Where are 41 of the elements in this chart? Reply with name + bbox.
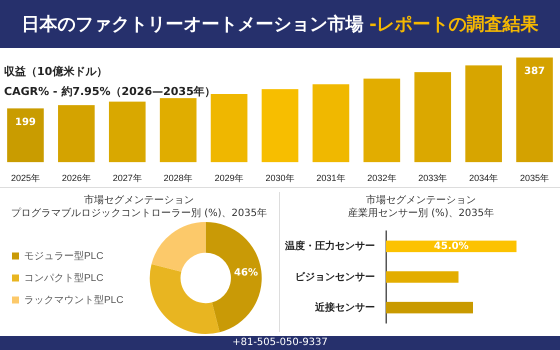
x-tick-label: 2030年 xyxy=(265,173,295,184)
annotation: CAGR% - 約7.95%（2026—2035年） xyxy=(4,84,216,99)
chart-subtitle: -レポートの調査結果 xyxy=(369,13,539,36)
bar xyxy=(363,78,400,162)
bar xyxy=(312,84,350,162)
y-tick-label: 温度・圧力センサー xyxy=(284,240,375,252)
x-tick-label: 2035年 xyxy=(520,173,550,184)
y-tick-label: 近接センサー xyxy=(314,301,375,314)
x-tick-label: 2027年 xyxy=(112,173,142,184)
bar xyxy=(58,105,95,162)
bar xyxy=(414,72,452,162)
x-tick-label: 2034年 xyxy=(469,173,498,184)
x-tick-label: 2026年 xyxy=(62,173,91,184)
x-tick-label: 2031年 xyxy=(316,173,346,184)
bar xyxy=(210,94,248,162)
bar xyxy=(516,58,553,162)
bar xyxy=(465,65,502,162)
data-label: 45.0% xyxy=(434,240,469,252)
legend-label: ラックマウント型PLC xyxy=(24,294,124,306)
text: +81-505-050-9337 xyxy=(0,336,560,350)
y-tick-label: ビジョンセンサー xyxy=(295,270,375,283)
bar xyxy=(108,102,146,162)
x-tick-label: 2033年 xyxy=(418,173,448,184)
chart-title: 日本のファクトリーオートメーション市場 xyxy=(21,13,364,36)
bar xyxy=(262,89,298,162)
data-label: 387 xyxy=(524,66,546,78)
x-tick-label: 2029年 xyxy=(214,173,244,184)
annotation: 収益（10億米ドル） xyxy=(4,64,108,79)
data-label: 199 xyxy=(15,116,36,128)
data-label: 46% xyxy=(234,268,258,279)
x-tick-label: 2028年 xyxy=(164,173,193,184)
legend-label: コンパクト型PLC xyxy=(24,272,104,284)
chart-subtitle: プログラマブルロジックコントローラー別 (%)、2035年 xyxy=(10,207,268,220)
legend-label: モジュラー型PLC xyxy=(24,250,104,262)
chart-title: 市場セグメンテーション xyxy=(83,194,195,207)
bar xyxy=(7,108,44,162)
x-tick-label: 2032年 xyxy=(367,173,396,184)
bar xyxy=(160,98,197,162)
x-tick-label: 2025年 xyxy=(10,173,40,184)
chart-subtitle: 産業用センサー別 (%)、2035年 xyxy=(347,207,495,220)
chart-title: 市場セグメンテーション xyxy=(365,194,477,207)
